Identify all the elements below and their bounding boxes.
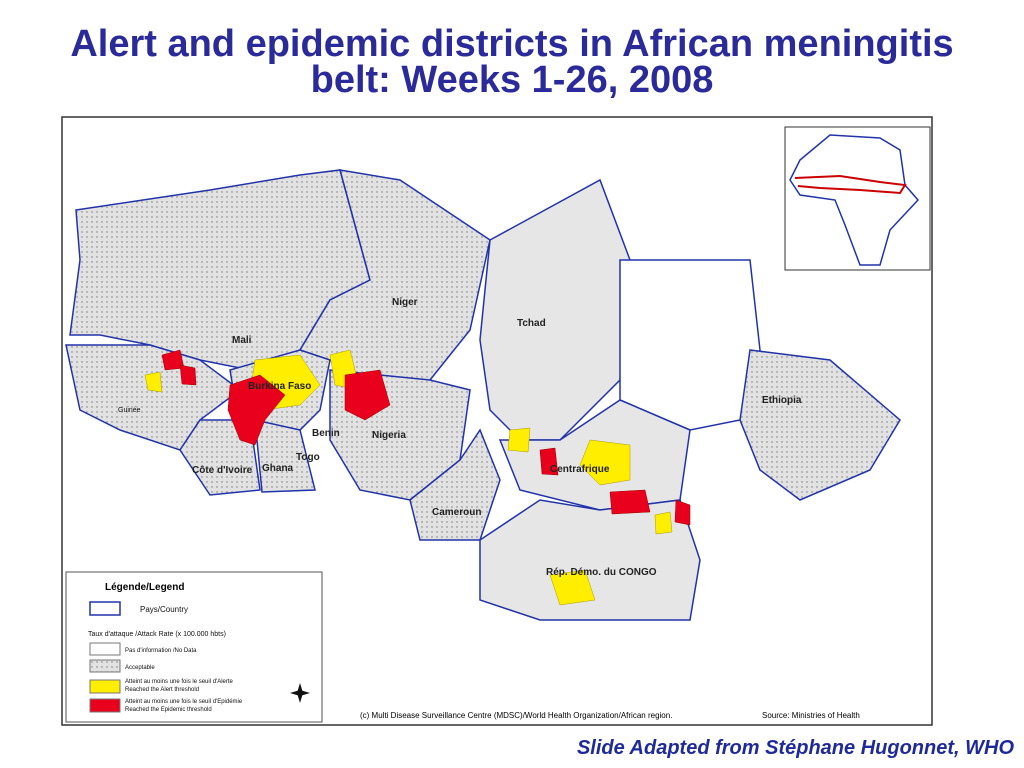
sudan (619, 259, 761, 431)
inset-map (784, 126, 931, 271)
credit: (c) Multi Disease Surveillance Centre (M… (360, 711, 672, 720)
epidemic-area (179, 364, 197, 386)
africa-outline (789, 134, 920, 266)
legend-swatch (89, 698, 121, 713)
legend-swatch (89, 659, 121, 673)
alert-area (507, 427, 531, 453)
source: Source: Ministries of Health (762, 711, 860, 720)
epidemic-area (539, 447, 559, 476)
alert-area (549, 569, 596, 606)
legend: Légende/Legend Pays/Country Taux d'attaq… (65, 571, 323, 723)
legend-label: Taux d'attaque /Attack Rate (x 100.000 h… (88, 631, 226, 638)
drc (479, 499, 701, 621)
legend-label: Atteint au moins une fois le seuil d'Epi… (125, 699, 243, 705)
country-label: Ethiopia (762, 395, 802, 406)
country-labels: Mali Niger Tchad Burkina Faso Benin Nige… (118, 297, 802, 578)
legend-label: Reached the Epidemic threshold (125, 707, 212, 713)
epidemic-area (609, 489, 651, 515)
country-label: Benin (312, 428, 340, 439)
legend-label: Reached the Alert threshold (125, 687, 199, 693)
legend-label: Pays/Country (140, 605, 188, 614)
legend-title: Légende/Legend (105, 582, 184, 593)
legend-label: Atteint au moins une fois le seuil d'Ale… (125, 679, 234, 685)
country-label: Mali (232, 335, 252, 346)
epidemic-area (674, 499, 691, 526)
country-label: Guinée (118, 407, 141, 414)
country-label: Togo (296, 452, 320, 463)
slide-title: Alert and epidemic districts in African … (70, 23, 954, 101)
caption: Slide Adapted from Stéphane Hugonnet, WH… (576, 737, 1014, 759)
legend-swatch (89, 642, 121, 656)
ghana (254, 419, 316, 493)
country-label: Rép. Démo. du CONGO (546, 567, 657, 578)
epidemic-area (227, 374, 286, 446)
alert-area (144, 371, 163, 393)
country-label: Nigeria (372, 430, 406, 441)
country-label: Ghana (262, 463, 294, 474)
country-label: Cameroun (432, 507, 481, 518)
ethiopia (739, 349, 901, 501)
epidemic-districts (161, 349, 691, 526)
country-label: Tchad (517, 318, 546, 329)
alert-area (654, 511, 673, 535)
legend-label: Pas d'information /No Data (125, 648, 197, 654)
legend-swatch (89, 601, 121, 616)
alert-area (579, 439, 631, 486)
legend-swatch (89, 679, 121, 694)
country-label: Burkina Faso (248, 381, 311, 392)
belt (794, 174, 907, 195)
legend-label: Acceptable (125, 665, 155, 671)
compass (290, 683, 310, 703)
cameroun (409, 428, 501, 541)
country-label: Niger (392, 297, 418, 308)
country-label: Centrafrique (550, 464, 610, 475)
country-label: Côte d'Ivoire (192, 465, 253, 476)
epidemic-area (344, 369, 391, 421)
